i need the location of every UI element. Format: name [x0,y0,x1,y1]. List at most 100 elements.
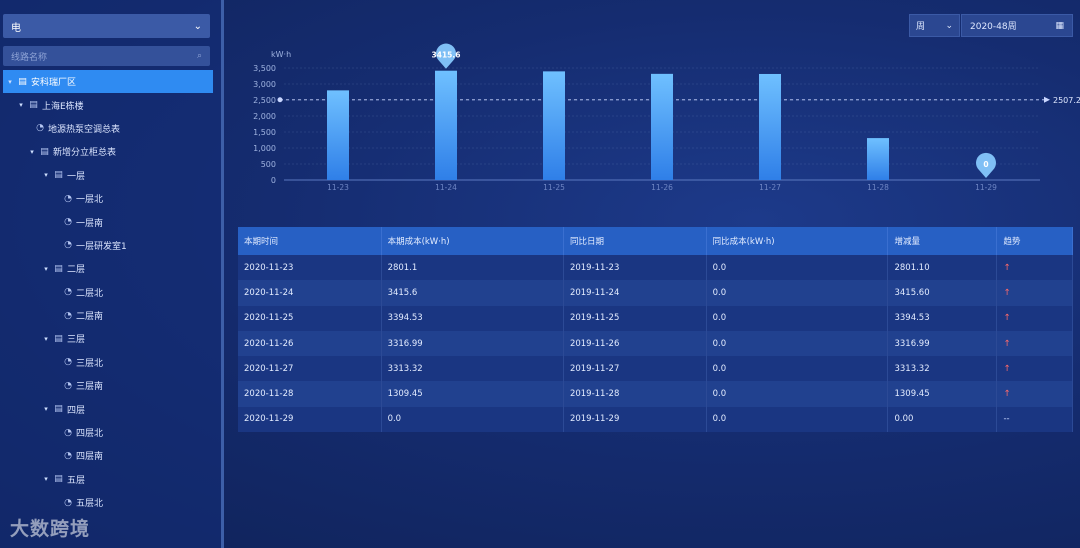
energy-type-select[interactable]: 电 ⌄ [3,14,210,38]
tree-node-label: 四层 [67,405,86,416]
period-select[interactable]: 周 ⌄ [909,14,960,37]
x-tick-label: 11-24 [435,183,457,192]
table-cell: 2020-11-26 [238,330,382,357]
tree-node-label: 二层南 [76,312,104,323]
sidebar-splitter[interactable] [221,0,224,548]
caret-down-icon[interactable]: ▾ [30,147,34,156]
y-tick-label: 1,000 [253,144,276,153]
table-cell: 1309.45 [887,381,998,407]
meter-icon: ◔ [64,217,72,228]
min-marker-label: 0 [983,160,988,169]
table-row[interactable]: 2020-11-29 0.0 2019-11-29 0.0 0.00 -- [238,406,1073,433]
table-cell: 0.0 [381,406,564,433]
date-value: 2020-48周 [970,22,1017,32]
energy-type-value: 电 [11,22,21,34]
energy-bar-chart: kW·h 0 500 1,000 1,500 2,000 2,500 3,000 3,500 2… [253,43,1080,192]
table-cell: 2020-11-24 [238,280,382,306]
table-cell: 2019-11-28 [563,381,707,407]
y-tick-label: 2,500 [253,96,276,105]
meter-icon: ◔ [64,310,72,321]
tree-node[interactable]: ◔ 五层北 [0,491,218,514]
trend-cell: ↑ [996,280,1073,306]
table-cell: 2019-11-23 [563,255,707,281]
tree-node[interactable]: ◔ 一层研发室1 [0,234,218,257]
tree-node[interactable]: ▾ ▤ 安科瑞厂区 [3,70,213,94]
table-row[interactable]: 2020-11-26 3316.99 2019-11-26 0.0 3316.99 ↑ [238,330,1073,357]
search-input[interactable]: 线路名称 ⌕ [3,46,210,66]
column-header[interactable]: 增减量 [887,227,998,255]
caret-down-icon[interactable]: ▾ [44,334,48,343]
tree-node[interactable]: ▾ ▤ 新增分立柜总表 [0,140,218,163]
building-icon: ▤ [54,170,63,181]
tree-node[interactable]: ◔ 二层南 [0,304,218,327]
tree-node[interactable]: ▾ ▤ 上海E栋楼 [0,93,218,116]
average-line-start-dot [277,97,283,103]
column-header[interactable]: 本期时间 [238,227,382,255]
table-cell: 0.0 [706,330,889,357]
meter-icon: ◔ [64,380,72,391]
watermark: 大数跨境 [10,518,91,540]
tree-node[interactable]: ◔ 三层北 [0,351,218,374]
tree-node[interactable]: ▾ ▤ 一层 [0,164,218,187]
column-header[interactable]: 趋势 [996,227,1073,255]
tree-node[interactable]: ◔ 地源热泵空调总表 [0,117,218,140]
table-cell: 3415.60 [887,280,998,306]
table-row[interactable]: 2020-11-27 3313.32 2019-11-27 0.0 3313.32 ↑ [238,356,1073,382]
tree-node[interactable]: ◔ 二层北 [0,281,218,304]
tree-node[interactable]: ◔ 一层北 [0,187,218,210]
chart-bar[interactable] [867,138,889,180]
tree-node-label: 地源热泵空调总表 [48,124,121,135]
chart-bar[interactable] [435,70,457,180]
meter-icon: ◔ [64,357,72,368]
caret-down-icon[interactable]: ▾ [8,77,12,86]
tree-node[interactable]: ◔ 一层南 [0,210,218,233]
week-date-picker[interactable]: 2020-48周 ▦ [961,14,1073,37]
tree-node-label: 一层 [67,171,86,182]
table-cell: 2020-11-23 [238,255,382,281]
x-tick-label: 11-27 [759,183,781,192]
chart-bar[interactable] [759,73,781,180]
table-row[interactable]: 2020-11-28 1309.45 2019-11-28 0.0 1309.45 ↑ [238,381,1073,407]
tree-node[interactable]: ◔ 三层南 [0,374,218,397]
caret-down-icon[interactable]: ▾ [19,101,23,110]
chevron-down-icon: ⌄ [193,20,202,32]
caret-down-icon[interactable]: ▾ [44,264,48,273]
tree-node-label: 三层南 [76,382,104,393]
tree-node[interactable]: ▾ ▤ 四层 [0,397,218,420]
table-cell: 2019-11-25 [563,305,707,331]
tree-node[interactable]: ▾ ▤ 三层 [0,327,218,350]
tree-node[interactable]: ▾ ▤ 五层 [0,468,218,491]
search-placeholder: 线路名称 [11,52,48,63]
y-axis-label: kW·h [271,50,291,59]
tree-node[interactable]: ◔ 四层南 [0,444,218,467]
search-icon[interactable]: ⌕ [196,51,202,61]
tree-node[interactable]: ▾ ▤ 二层 [0,257,218,280]
chart-bar[interactable] [543,71,565,180]
tree-node[interactable]: ◔ 四层北 [0,421,218,444]
column-header[interactable]: 同比成本(kW·h) [706,227,889,255]
table-row[interactable]: 2020-11-23 2801.1 2019-11-23 0.0 2801.10 ↑ [238,255,1073,281]
table-cell: 0.0 [706,255,889,281]
column-header[interactable]: 同比日期 [563,227,707,255]
table-cell: 3316.99 [381,330,564,357]
x-tick-label: 11-28 [867,183,889,192]
table-row[interactable]: 2020-11-24 3415.6 2019-11-24 0.0 3415.60 ↑ [238,280,1073,306]
table-cell: 0.0 [706,356,889,382]
tree-node-label: 五层北 [76,499,104,510]
tree-node-label: 二层 [67,265,86,276]
table-cell: 3316.99 [887,330,998,357]
caret-down-icon[interactable]: ▾ [44,171,48,180]
table-cell: 3313.32 [887,356,998,382]
meter-icon: ◔ [64,287,72,298]
chart-bar[interactable] [327,90,349,180]
chart-bar[interactable] [651,73,673,180]
caret-down-icon[interactable]: ▾ [44,475,48,484]
meter-icon: ◔ [36,123,44,134]
column-header[interactable]: 本期成本(kW·h) [381,227,564,255]
table-row[interactable]: 2020-11-25 3394.53 2019-11-25 0.0 3394.53 ↑ [238,305,1073,331]
table-cell: 0.0 [706,381,889,407]
caret-down-icon[interactable]: ▾ [44,405,48,414]
building-icon: ▤ [54,333,63,344]
y-tick-label: 500 [261,160,276,169]
tree-node-label: 三层北 [76,358,104,369]
